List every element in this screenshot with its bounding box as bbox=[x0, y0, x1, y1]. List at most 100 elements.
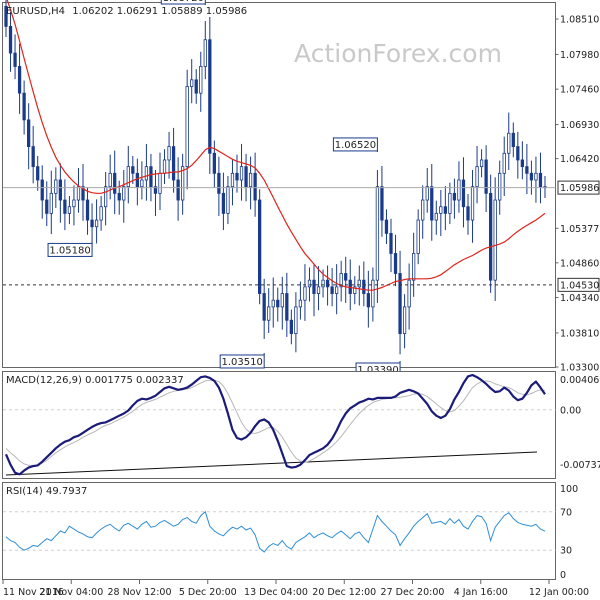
price-tick-label: 1.04530 bbox=[560, 280, 599, 291]
candle-body bbox=[484, 159, 488, 194]
price-grid bbox=[555, 18, 559, 368]
candle-body bbox=[221, 192, 226, 214]
candle-body bbox=[470, 186, 475, 221]
candle-body bbox=[276, 299, 280, 308]
rsi-panel: 100 70 30 0 RSI(14) 49.7937 bbox=[2, 482, 578, 581]
candle-body bbox=[402, 306, 407, 335]
candle-body bbox=[185, 86, 189, 168]
candle-body bbox=[457, 179, 461, 201]
candle-body bbox=[45, 199, 49, 214]
macd-label: MACD(12,26,9) 0.001775 0.002337 bbox=[6, 375, 184, 386]
time-tick-label: 11 Nov 2016 bbox=[3, 587, 64, 598]
candle-body bbox=[117, 192, 121, 201]
annotation-label: 1.03390 bbox=[357, 365, 398, 376]
candle-body bbox=[434, 212, 438, 221]
candle-body bbox=[153, 186, 158, 194]
candle-body bbox=[393, 253, 398, 274]
candle-body bbox=[85, 199, 90, 221]
candle-body bbox=[452, 192, 457, 201]
candle-body bbox=[384, 219, 389, 234]
candle-body bbox=[199, 66, 203, 94]
candle-body bbox=[389, 233, 393, 254]
candle-body bbox=[217, 172, 221, 194]
candle-body bbox=[8, 25, 13, 54]
price-tick-label: 1.07980 bbox=[560, 50, 599, 61]
macd-axis: 0.004069 0.00 -0.007377 bbox=[560, 375, 600, 471]
candle-body bbox=[226, 186, 230, 214]
price-tick-label: 1.05986 bbox=[560, 183, 599, 194]
candle-body bbox=[135, 172, 139, 188]
candle-body bbox=[280, 293, 284, 308]
rsi-axis: 100 70 30 0 bbox=[560, 484, 578, 581]
candle-body bbox=[108, 172, 112, 188]
time-tick-label: 4 Jan 16:00 bbox=[454, 587, 508, 598]
price-tick-label: 1.04860 bbox=[560, 258, 599, 269]
candle-body bbox=[126, 166, 130, 188]
macd-trendline bbox=[5, 451, 538, 476]
candle-body bbox=[144, 166, 149, 181]
candle-body bbox=[516, 146, 520, 161]
candle-body bbox=[307, 279, 312, 288]
candle-body bbox=[22, 92, 26, 121]
candle-body bbox=[298, 299, 303, 308]
candle-body bbox=[4, 5, 8, 27]
rsi-tick-label: 100 bbox=[560, 484, 578, 495]
candle-body bbox=[253, 172, 257, 201]
candle-body bbox=[498, 172, 502, 201]
candle-body bbox=[412, 253, 416, 281]
candle-body bbox=[49, 192, 53, 214]
candle-series bbox=[4, 0, 547, 355]
chart-header: EURUSD,H4 1.06202 1.06291 1.05889 1.0598… bbox=[6, 6, 247, 17]
candle-body bbox=[461, 179, 466, 208]
candle-body bbox=[158, 172, 162, 194]
price-tick-label: 1.06930 bbox=[560, 120, 599, 131]
candle-body bbox=[31, 146, 35, 168]
candle-body bbox=[271, 299, 275, 308]
price-tick-label: 1.05377 bbox=[560, 224, 599, 235]
candle-body bbox=[398, 273, 402, 335]
candle-body bbox=[267, 306, 271, 321]
candle-body bbox=[230, 172, 235, 188]
macd-tick-label: -0.007377 bbox=[560, 460, 600, 471]
annotation-label: 1.05180 bbox=[49, 245, 90, 256]
price-tick-label: 1.04340 bbox=[560, 293, 599, 304]
annotation-label: 1.06520 bbox=[335, 140, 376, 151]
price-tag-box bbox=[557, 277, 600, 292]
candle-body bbox=[90, 219, 94, 228]
macd-panel: 0.004069 0.00 -0.007377 MACD(12,26,9) 0.00… bbox=[2, 371, 600, 479]
candle-body bbox=[371, 279, 375, 308]
candle-body bbox=[171, 146, 176, 181]
candle-body bbox=[502, 152, 506, 174]
macd-line bbox=[4, 373, 546, 476]
candle-body bbox=[167, 146, 171, 161]
price-annotations: 1.08720 1.05180 1.03510 1.06520 1.03390 bbox=[47, 0, 401, 377]
candle-body bbox=[534, 172, 538, 181]
candle-body bbox=[416, 219, 420, 254]
candle-body bbox=[131, 166, 135, 174]
candle-body bbox=[81, 186, 85, 201]
candle-body bbox=[248, 172, 253, 188]
candle-body bbox=[375, 186, 380, 281]
candle-body bbox=[325, 279, 330, 288]
candle-body bbox=[149, 166, 153, 188]
price-tag-box bbox=[557, 180, 600, 195]
candle-body bbox=[357, 279, 361, 288]
price-tick-label: 1.03810 bbox=[560, 328, 599, 339]
time-tick-label: 27 Dec 20:00 bbox=[381, 587, 445, 598]
candle-body bbox=[140, 179, 144, 188]
annotation-box bbox=[47, 242, 93, 257]
candle-body bbox=[303, 286, 307, 301]
candle-body bbox=[113, 172, 117, 194]
candle-body bbox=[366, 293, 370, 308]
candle-body bbox=[289, 319, 293, 335]
symbol-label: EURUSD,H4 bbox=[6, 6, 65, 17]
candle-body bbox=[258, 199, 262, 294]
macd-tick-label: 0.004069 bbox=[560, 375, 600, 386]
rsi-tick-label: 70 bbox=[560, 507, 572, 518]
candle-body bbox=[54, 179, 58, 194]
price-axis: 1.08510 1.07980 1.07460 1.06930 1.06420 1.059… bbox=[557, 15, 600, 374]
candle-body bbox=[525, 166, 529, 174]
candle-body bbox=[72, 199, 76, 208]
candle-body bbox=[212, 152, 216, 174]
